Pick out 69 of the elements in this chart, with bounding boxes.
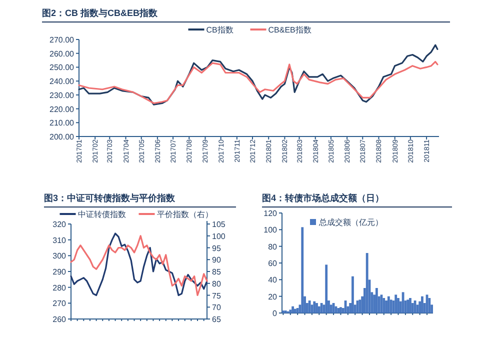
y-tick-label: 220.00 [50,104,75,114]
bar [421,296,424,313]
chart-title: 图2：CB 指数与CB&EB指数 [42,8,159,18]
bar [325,264,328,313]
bar [409,298,412,313]
bar [394,294,398,313]
y-tick-label: 320 [52,220,67,229]
bar [340,307,342,313]
bar [308,300,311,313]
bar [428,298,431,313]
legend: 总成交额（亿元） [310,218,383,227]
y-tick-label: 40 [268,276,278,285]
legend-label: CB&EB指数 [268,26,312,34]
bar [294,308,296,313]
bar [318,306,320,313]
bar [382,298,386,313]
bar [289,310,292,313]
bar [416,304,419,313]
chart-title: 图4：转债市场总成交额（日） [262,193,384,203]
bar [397,298,400,313]
line-series [78,60,438,104]
line-series [78,44,438,106]
bar [337,308,340,313]
y-tick-label: 80 [268,242,278,252]
bar [358,300,362,313]
bar [390,300,392,313]
bar [313,301,316,313]
y-tick-label: 250.00 [50,63,75,72]
y2-tick-label: 105 [212,220,226,229]
bar [292,306,294,313]
y-tick-label: 0 [272,309,278,318]
bar [366,253,368,313]
y-tick-label: 230.00 [50,90,75,100]
bar [296,308,299,313]
y2-tick-label: 70 [212,303,222,312]
legend-label: 平价指数（右） [156,210,213,219]
y2-tick-label: 80 [212,279,222,288]
y2-tick-label: 65 [212,315,222,324]
bar [352,276,354,313]
y-tick-label: 270 [52,299,67,308]
y2-tick-label: 75 [212,291,222,300]
y-tick-label: 240.00 [50,77,75,86]
y-tick-label: 100 [264,226,278,235]
y-tick-label: 290 [52,268,67,276]
bar [316,303,318,313]
y-tick-label: 60 [268,259,278,268]
y-tick-label: 200.00 [50,132,75,142]
legend-label: CB指数 [206,26,234,34]
bar [330,304,332,313]
y-tick-label: 310 [52,236,67,245]
y-tick-label: 300 [52,252,67,261]
legend-label: 中证转债指数 [78,210,126,219]
y-tick-label: 270.00 [50,36,75,44]
bar [387,296,390,313]
chart-title: 图3：中证可转债指数与平价指数 [44,193,176,203]
y-tick-label: 260.00 [50,49,75,58]
y-tick-label: 260 [52,315,67,324]
bar [334,306,338,313]
y-tick-label: 20 [268,292,278,302]
bar [301,227,304,313]
y-tick-label: 280 [52,283,67,292]
y-tick-label: 210.00 [50,118,75,128]
y2-tick-label: 100 [212,232,226,241]
y2-tick-label: 95 [212,244,222,253]
bar [320,303,323,313]
y-tick-label: 120 [264,209,278,218]
y2-tick-label: 85 [212,268,222,276]
y2-tick-label: 90 [212,256,222,265]
bar [375,288,378,313]
